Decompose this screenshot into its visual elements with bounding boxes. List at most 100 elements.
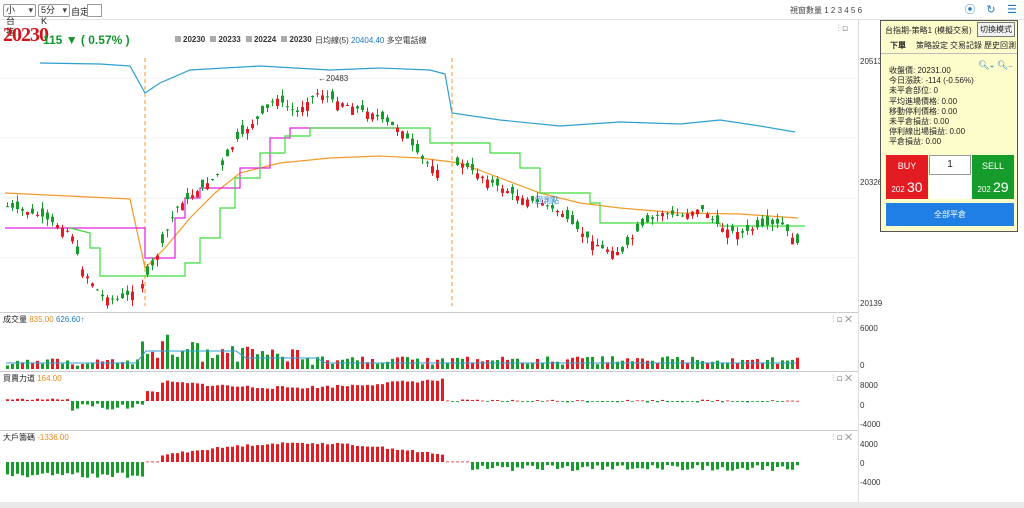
daily-change: 今日漲跌: -114 (-0.56%) bbox=[889, 76, 974, 86]
volume-bar bbox=[651, 360, 654, 369]
force-bar bbox=[376, 384, 379, 401]
force-bar bbox=[171, 381, 174, 401]
force-bar bbox=[161, 382, 164, 401]
tab-trade-log[interactable]: 交易記錄 bbox=[950, 41, 982, 50]
panel-separator bbox=[0, 312, 858, 313]
force-bar bbox=[281, 386, 284, 401]
big-player-bar bbox=[556, 462, 559, 469]
force-bar bbox=[186, 383, 189, 401]
volume-bar bbox=[681, 360, 684, 369]
big-player-bar bbox=[706, 462, 709, 466]
volume-axis-zero: 0 bbox=[860, 361, 865, 370]
candle-body bbox=[141, 284, 144, 289]
force-axis-top: 8000 bbox=[860, 381, 878, 390]
big-player-bar bbox=[251, 445, 254, 462]
buy-button[interactable]: BUY 202 30 bbox=[886, 155, 928, 199]
big-panel-tools-icon[interactable]: ⫶ ⊡ ✕ bbox=[832, 432, 852, 442]
volume-bar bbox=[221, 349, 224, 369]
candle-body bbox=[26, 212, 29, 215]
candle-body bbox=[766, 216, 769, 226]
candle-body bbox=[466, 162, 469, 167]
force-bar bbox=[451, 401, 454, 402]
tab-order[interactable]: 下單 bbox=[881, 38, 915, 53]
volume-bar bbox=[761, 362, 764, 369]
candlestick-chart[interactable] bbox=[0, 58, 860, 312]
tab-backtest[interactable]: 歷史回測 bbox=[984, 41, 1016, 50]
volume-bar bbox=[126, 360, 129, 369]
big-player-bar bbox=[736, 462, 739, 469]
candle-body bbox=[386, 117, 389, 123]
candle-body bbox=[546, 205, 549, 207]
candle-body bbox=[471, 164, 474, 171]
force-bar bbox=[556, 400, 559, 402]
volume-bar bbox=[471, 362, 474, 369]
volume-bar bbox=[51, 358, 54, 369]
volume-bar bbox=[231, 346, 234, 369]
custom-input[interactable] bbox=[87, 4, 102, 17]
big-player-bar bbox=[631, 462, 634, 469]
candle-body bbox=[556, 211, 559, 213]
candle-body bbox=[291, 109, 294, 111]
force-bar bbox=[786, 400, 789, 402]
force-bar bbox=[36, 398, 39, 401]
volume-bar bbox=[81, 363, 84, 369]
force-bar bbox=[246, 385, 249, 401]
big-player-bar bbox=[456, 461, 459, 463]
candle-body bbox=[581, 233, 584, 237]
volume-bar bbox=[321, 356, 324, 369]
volume-bar bbox=[746, 360, 749, 369]
force-bar bbox=[91, 401, 94, 407]
symbol-select[interactable]: 小台指 bbox=[3, 4, 36, 37]
force-bar bbox=[301, 388, 304, 401]
volume-panel-tools-icon[interactable]: ⫶ ⊡ ✕ bbox=[832, 314, 852, 324]
candle-body bbox=[586, 231, 589, 238]
candle-body bbox=[796, 234, 799, 243]
force-bar bbox=[751, 401, 754, 402]
force-bar bbox=[686, 401, 689, 402]
force-bar bbox=[781, 401, 784, 402]
refresh-icon[interactable]: ↻ bbox=[986, 4, 996, 16]
big-player-bar bbox=[396, 449, 399, 462]
signal-icon[interactable]: ⦿ bbox=[964, 4, 976, 16]
switch-mode-button[interactable]: 切換模式 bbox=[977, 22, 1015, 37]
volume-bar bbox=[21, 362, 24, 369]
sell-button[interactable]: SELL 202 29 bbox=[972, 155, 1014, 199]
list-settings-icon[interactable]: ☰ bbox=[1007, 4, 1017, 16]
candle-body bbox=[111, 298, 114, 300]
force-bar bbox=[411, 381, 414, 401]
volume-average-line bbox=[6, 350, 796, 364]
volume-bar bbox=[71, 364, 74, 369]
force-panel-tools-icon[interactable]: ⫶ ⊡ ✕ bbox=[832, 373, 852, 383]
volume-bar bbox=[266, 354, 269, 369]
interval-select[interactable]: 5分K bbox=[38, 4, 70, 26]
candle-body bbox=[311, 95, 314, 97]
candle-body bbox=[306, 102, 309, 111]
big-player-bar bbox=[626, 462, 629, 470]
candle-body bbox=[486, 179, 489, 188]
close-all-button[interactable]: 全部平倉 bbox=[886, 203, 1014, 226]
volume-bar bbox=[631, 361, 634, 369]
big-player-bar bbox=[356, 445, 359, 462]
quantity-input[interactable]: 1 bbox=[929, 155, 971, 175]
main-panel-tools-icon[interactable]: ⫶ ⊡ bbox=[837, 23, 848, 33]
candle-body bbox=[336, 101, 339, 111]
force-bar bbox=[431, 380, 434, 401]
force-bar bbox=[726, 400, 729, 402]
volume-bar bbox=[281, 356, 284, 369]
tab-strategy[interactable]: 策略設定 bbox=[916, 41, 948, 50]
force-bar bbox=[716, 399, 719, 401]
force-bar bbox=[76, 401, 79, 409]
big-player-bar bbox=[561, 462, 564, 468]
volume-bar bbox=[726, 362, 729, 369]
zoom-icons[interactable]: 🔍︎₊ 🔍︎₋ bbox=[978, 60, 1013, 70]
candle-body bbox=[236, 131, 239, 139]
big-player-bar bbox=[291, 442, 294, 462]
candle-body bbox=[96, 289, 99, 291]
force-bar bbox=[521, 401, 524, 402]
big-player-bar bbox=[516, 462, 519, 468]
big-player-bar bbox=[436, 454, 439, 462]
big-player-bar bbox=[656, 462, 659, 469]
big-player-bar bbox=[591, 462, 594, 469]
window-count[interactable]: 視窗數量 1 2 3 4 5 6 bbox=[790, 6, 863, 15]
big-player-bar bbox=[216, 447, 219, 462]
